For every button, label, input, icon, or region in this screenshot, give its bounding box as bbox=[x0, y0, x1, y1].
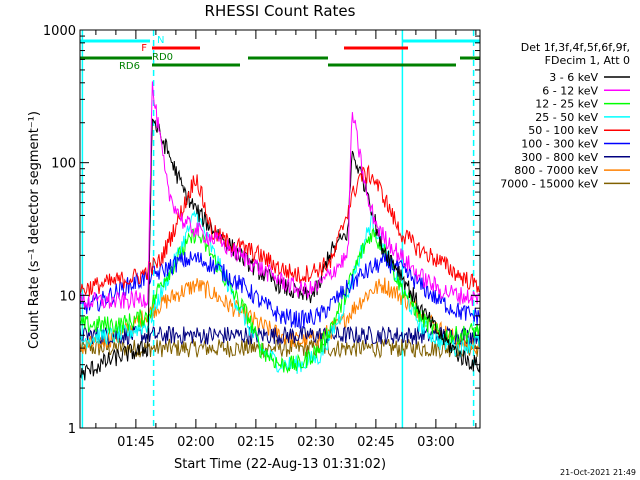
series-layer: NF RD0 RD6 bbox=[79, 30, 481, 428]
legend-entry-label: 300 - 800 keV bbox=[521, 151, 598, 164]
x-tick-label: 01:45 bbox=[117, 435, 154, 450]
legend-header-line: FDecim 1, Att 0 bbox=[545, 54, 630, 67]
x-tick-label: 02:00 bbox=[177, 435, 214, 450]
plot-frame bbox=[79, 29, 481, 429]
x-axis-label: Start Time (22-Aug-13 01:31:02) bbox=[174, 457, 386, 472]
flag-label-n: N bbox=[157, 35, 164, 46]
y-axis-label: Count Rate (s⁻¹ detector segment⁻¹) bbox=[27, 111, 42, 349]
x-tick-label: 02:15 bbox=[237, 435, 274, 450]
y-axis: 1 10 100 1000 bbox=[43, 24, 480, 437]
legend-entry-label: 800 - 7000 keV bbox=[514, 164, 598, 177]
series-line-6 bbox=[79, 325, 481, 346]
series-line-0 bbox=[79, 118, 481, 381]
series-line-1 bbox=[79, 81, 481, 311]
legend-entry-label: 6 - 12 keV bbox=[542, 84, 598, 97]
legend-entry-label: 3 - 6 keV bbox=[549, 71, 598, 84]
y-tick-label: 1000 bbox=[43, 24, 76, 39]
chart-title: RHESSI Count Rates bbox=[205, 2, 356, 20]
series-line-2 bbox=[79, 227, 481, 374]
legend-entry-label: 50 - 100 keV bbox=[528, 124, 598, 137]
x-tick-label: 02:30 bbox=[297, 435, 334, 450]
flag-label-rd6: RD6 bbox=[119, 61, 140, 72]
series-line-4 bbox=[79, 164, 481, 297]
y-tick-label: 1 bbox=[68, 422, 76, 437]
flag-label-rd0: RD0 bbox=[152, 52, 173, 63]
series-line-5 bbox=[79, 251, 481, 330]
legend-entry-label: 7000 - 15000 keV bbox=[500, 177, 598, 190]
legend-header-line: Det 1f,3f,4f,5f,6f,9f, bbox=[521, 41, 630, 54]
y-tick-label: 100 bbox=[51, 157, 76, 172]
x-tick-label: 02:45 bbox=[357, 435, 394, 450]
y-tick-label: 10 bbox=[59, 289, 76, 304]
x-tick-label: 03:00 bbox=[417, 435, 454, 450]
x-axis: 01:45 02:00 02:15 02:30 02:45 03:00 bbox=[95, 30, 477, 450]
flag-label-f: F bbox=[141, 43, 147, 54]
legend: Det 1f,3f,4f,5f,6f,9f,FDecim 1, Att 0 3 -… bbox=[500, 41, 630, 190]
legend-entry-label: 12 - 25 keV bbox=[535, 98, 598, 111]
legend-entry-label: 25 - 50 keV bbox=[535, 111, 598, 124]
legend-entry-label: 100 - 300 keV bbox=[521, 138, 598, 151]
footer-timestamp: 21-Oct-2021 21:49 bbox=[560, 468, 636, 477]
